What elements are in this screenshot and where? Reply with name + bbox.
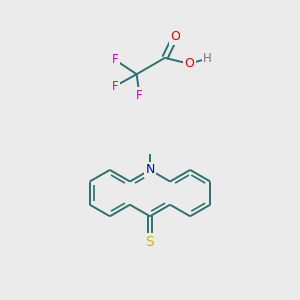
Text: F: F bbox=[112, 80, 119, 93]
Text: O: O bbox=[170, 30, 180, 43]
Text: F: F bbox=[112, 53, 119, 66]
Text: S: S bbox=[146, 235, 154, 248]
Text: N: N bbox=[145, 164, 155, 176]
Text: O: O bbox=[184, 57, 194, 70]
Text: H: H bbox=[203, 52, 212, 65]
Text: F: F bbox=[136, 89, 143, 102]
